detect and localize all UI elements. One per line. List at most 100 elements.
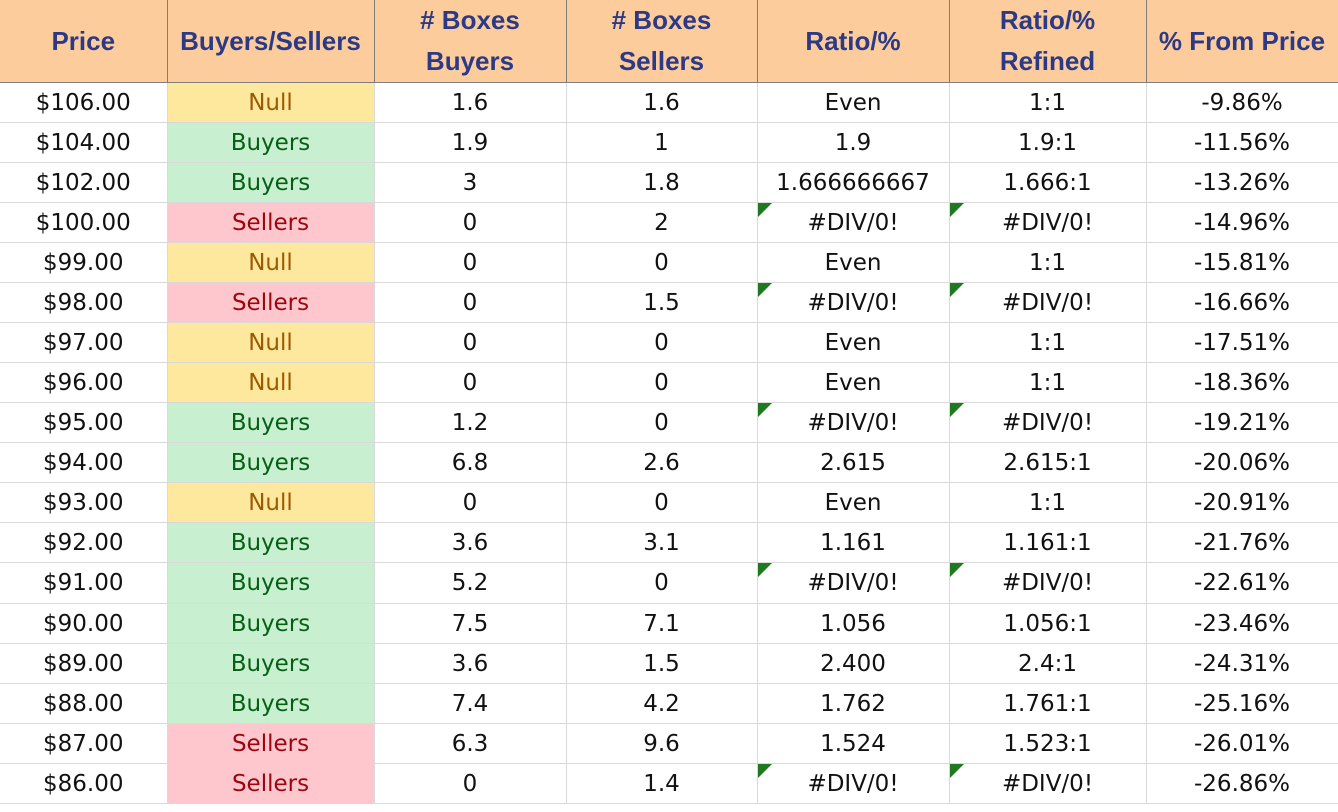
boxes-sellers-cell[interactable]: 4.2 <box>566 683 758 724</box>
ratio-refined-cell[interactable]: 2.4:1 <box>949 643 1147 684</box>
error-indicator-icon[interactable] <box>949 203 964 217</box>
boxes-sellers-cell[interactable]: 1.5 <box>566 643 758 684</box>
boxes-sellers-cell[interactable]: 0 <box>566 562 758 604</box>
price-cell[interactable]: $92.00 <box>0 522 168 563</box>
pct-from-price-cell[interactable]: -24.31% <box>1146 643 1338 684</box>
ratio-cell[interactable]: Even <box>757 82 950 123</box>
ratio-cell[interactable]: 1.666666667 <box>757 162 950 203</box>
ratio-cell[interactable]: 1.9 <box>757 122 950 163</box>
boxes-buyers-cell[interactable]: 0 <box>374 202 567 243</box>
price-cell[interactable]: $94.00 <box>0 442 168 483</box>
buyers-sellers-cell[interactable]: Buyers <box>167 402 375 443</box>
ratio-cell[interactable]: Even <box>757 482 950 523</box>
boxes-sellers-cell[interactable]: 0 <box>566 362 758 403</box>
pct-from-price-cell[interactable]: -19.21% <box>1146 402 1338 443</box>
ratio-refined-cell[interactable]: 1:1 <box>949 482 1147 523</box>
error-indicator-icon[interactable] <box>757 403 772 417</box>
price-cell[interactable]: $89.00 <box>0 643 168 684</box>
price-cell[interactable]: $95.00 <box>0 402 168 443</box>
boxes-sellers-cell[interactable]: 1.8 <box>566 162 758 203</box>
ratio-refined-cell[interactable]: 1.056:1 <box>949 603 1147 644</box>
ratio-refined-cell[interactable]: 1:1 <box>949 82 1147 123</box>
header-buyers-sellers[interactable]: Buyers/Sellers <box>167 0 375 83</box>
price-cell[interactable]: $104.00 <box>0 122 168 163</box>
buyers-sellers-cell[interactable]: Buyers <box>167 122 375 163</box>
price-cell[interactable]: $87.00 <box>0 723 168 764</box>
buyers-sellers-cell[interactable]: Null <box>167 482 375 523</box>
boxes-buyers-cell[interactable]: 1.6 <box>374 82 567 123</box>
price-cell[interactable]: $106.00 <box>0 82 168 123</box>
ratio-refined-cell[interactable]: 1.666:1 <box>949 162 1147 203</box>
price-cell[interactable]: $86.00 <box>0 763 168 804</box>
header-pct-from-price[interactable]: % From Price <box>1146 0 1338 83</box>
ratio-refined-cell[interactable]: 2.615:1 <box>949 442 1147 483</box>
boxes-sellers-cell[interactable]: 1 <box>566 122 758 163</box>
ratio-refined-cell[interactable]: 1.761:1 <box>949 683 1147 724</box>
error-indicator-icon[interactable] <box>757 203 772 217</box>
buyers-sellers-cell[interactable]: Buyers <box>167 643 375 684</box>
error-indicator-icon[interactable] <box>949 563 964 577</box>
price-cell[interactable]: $99.00 <box>0 242 168 283</box>
pct-from-price-cell[interactable]: -20.06% <box>1146 442 1338 483</box>
header-boxes-sellers[interactable]: # Boxes Sellers <box>566 0 758 83</box>
ratio-cell[interactable]: Even <box>757 362 950 403</box>
pct-from-price-cell[interactable]: -11.56% <box>1146 122 1338 163</box>
boxes-sellers-cell[interactable]: 0 <box>566 322 758 363</box>
header-ratio[interactable]: Ratio/% <box>757 0 950 83</box>
ratio-cell[interactable]: 1.161 <box>757 522 950 563</box>
ratio-cell[interactable]: #DIV/0! <box>757 402 950 443</box>
boxes-sellers-cell[interactable]: 2 <box>566 202 758 243</box>
pct-from-price-cell[interactable]: -13.26% <box>1146 162 1338 203</box>
boxes-buyers-cell[interactable]: 3 <box>374 162 567 203</box>
boxes-buyers-cell[interactable]: 0 <box>374 282 567 323</box>
boxes-buyers-cell[interactable]: 5.2 <box>374 562 567 604</box>
ratio-cell[interactable]: 1.524 <box>757 723 950 764</box>
price-cell[interactable]: $102.00 <box>0 162 168 203</box>
header-ratio-refined[interactable]: Ratio/% Refined <box>949 0 1147 83</box>
buyers-sellers-cell[interactable]: Buyers <box>167 442 375 483</box>
pct-from-price-cell[interactable]: -18.36% <box>1146 362 1338 403</box>
boxes-sellers-cell[interactable]: 9.6 <box>566 723 758 764</box>
boxes-sellers-cell[interactable]: 0 <box>566 242 758 283</box>
pct-from-price-cell[interactable]: -17.51% <box>1146 322 1338 363</box>
ratio-cell[interactable]: #DIV/0! <box>757 202 950 243</box>
ratio-refined-cell[interactable]: #DIV/0! <box>949 282 1147 323</box>
boxes-buyers-cell[interactable]: 0 <box>374 322 567 363</box>
ratio-refined-cell[interactable]: 1:1 <box>949 362 1147 403</box>
pct-from-price-cell[interactable]: -23.46% <box>1146 603 1338 644</box>
ratio-refined-cell[interactable]: 1:1 <box>949 322 1147 363</box>
error-indicator-icon[interactable] <box>949 403 964 417</box>
ratio-cell[interactable]: #DIV/0! <box>757 282 950 323</box>
boxes-buyers-cell[interactable]: 3.6 <box>374 643 567 684</box>
pct-from-price-cell[interactable]: -26.01% <box>1146 723 1338 764</box>
boxes-sellers-cell[interactable]: 0 <box>566 402 758 443</box>
ratio-refined-cell[interactable]: #DIV/0! <box>949 202 1147 243</box>
ratio-cell[interactable]: #DIV/0! <box>757 763 950 804</box>
boxes-sellers-cell[interactable]: 1.6 <box>566 82 758 123</box>
header-price[interactable]: Price <box>0 0 168 83</box>
ratio-refined-cell[interactable]: #DIV/0! <box>949 763 1147 804</box>
pct-from-price-cell[interactable]: -20.91% <box>1146 482 1338 523</box>
pct-from-price-cell[interactable]: -14.96% <box>1146 202 1338 243</box>
pct-from-price-cell[interactable]: -16.66% <box>1146 282 1338 323</box>
buyers-sellers-cell[interactable]: Null <box>167 362 375 403</box>
price-cell[interactable]: $91.00 <box>0 562 168 604</box>
ratio-refined-cell[interactable]: #DIV/0! <box>949 402 1147 443</box>
boxes-sellers-cell[interactable]: 0 <box>566 482 758 523</box>
buyers-sellers-cell[interactable]: Sellers <box>167 282 375 323</box>
buyers-sellers-cell[interactable]: Buyers <box>167 162 375 203</box>
boxes-buyers-cell[interactable]: 0 <box>374 763 567 804</box>
boxes-sellers-cell[interactable]: 7.1 <box>566 603 758 644</box>
boxes-sellers-cell[interactable]: 2.6 <box>566 442 758 483</box>
boxes-sellers-cell[interactable]: 3.1 <box>566 522 758 563</box>
ratio-refined-cell[interactable]: #DIV/0! <box>949 562 1147 604</box>
boxes-buyers-cell[interactable]: 1.9 <box>374 122 567 163</box>
header-boxes-buyers[interactable]: # Boxes Buyers <box>374 0 567 83</box>
buyers-sellers-cell[interactable]: Null <box>167 242 375 283</box>
price-cell[interactable]: $93.00 <box>0 482 168 523</box>
boxes-sellers-cell[interactable]: 1.5 <box>566 282 758 323</box>
price-cell[interactable]: $96.00 <box>0 362 168 403</box>
boxes-buyers-cell[interactable]: 3.6 <box>374 522 567 563</box>
buyers-sellers-cell[interactable]: Null <box>167 322 375 363</box>
price-cell[interactable]: $90.00 <box>0 603 168 644</box>
